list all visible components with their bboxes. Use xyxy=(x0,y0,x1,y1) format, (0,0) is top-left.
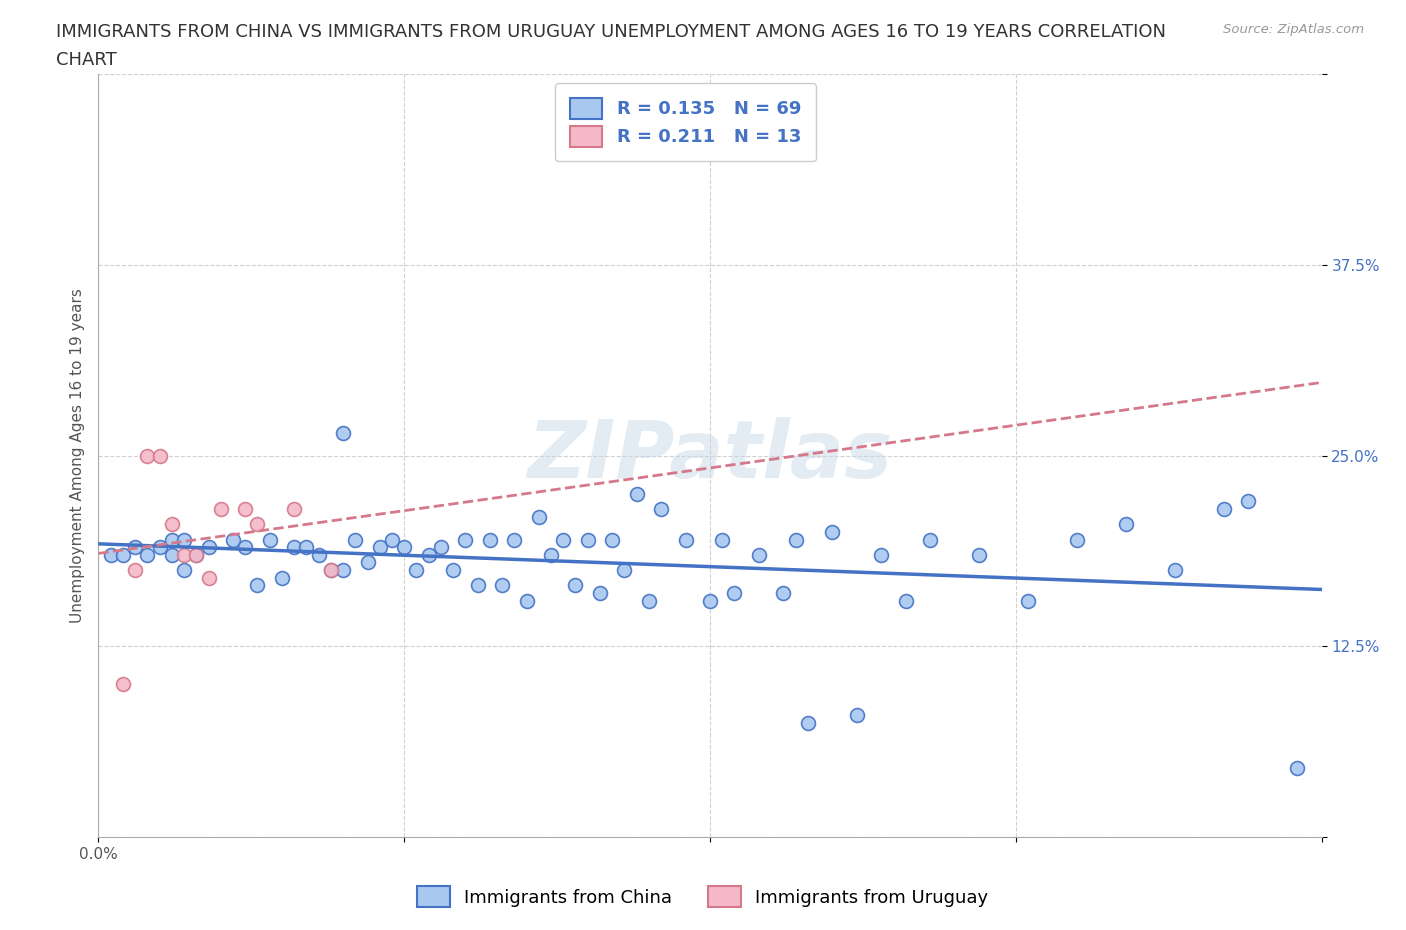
Point xyxy=(637,593,661,608)
Point xyxy=(553,532,575,547)
Point xyxy=(381,532,404,547)
Point xyxy=(332,425,354,440)
Point xyxy=(564,578,586,592)
Point xyxy=(124,563,146,578)
Point xyxy=(650,501,672,516)
Point xyxy=(186,548,208,563)
Point xyxy=(259,532,281,547)
Text: Source: ZipAtlas.com: Source: ZipAtlas.com xyxy=(1223,23,1364,36)
Point xyxy=(1017,593,1039,608)
Point xyxy=(149,448,172,463)
Point xyxy=(246,517,269,532)
Point xyxy=(136,548,159,563)
Point xyxy=(1212,501,1234,516)
Point xyxy=(405,563,427,578)
Point xyxy=(368,539,391,554)
Point xyxy=(246,578,269,592)
Point xyxy=(319,563,342,578)
Point xyxy=(600,532,623,547)
Point xyxy=(430,539,453,554)
Point xyxy=(454,532,477,547)
Point xyxy=(785,532,807,547)
Point xyxy=(233,501,256,516)
Point xyxy=(173,532,195,547)
Point xyxy=(613,563,636,578)
Point xyxy=(675,532,697,547)
Point xyxy=(295,539,318,554)
Point xyxy=(920,532,942,547)
Point xyxy=(319,563,342,578)
Point xyxy=(332,563,354,578)
Point xyxy=(197,570,219,585)
Point xyxy=(515,593,537,608)
Text: ZIPatlas: ZIPatlas xyxy=(527,417,893,495)
Point xyxy=(589,586,612,601)
Point xyxy=(186,548,208,563)
Point xyxy=(441,563,464,578)
Point xyxy=(626,486,648,501)
Point xyxy=(222,532,245,547)
Point xyxy=(540,548,562,563)
Point xyxy=(491,578,513,592)
Point xyxy=(772,586,794,601)
Point xyxy=(124,539,146,554)
Point xyxy=(283,501,305,516)
Point xyxy=(821,525,844,539)
Point xyxy=(160,532,183,547)
Point xyxy=(111,677,134,692)
Point xyxy=(467,578,489,592)
Point xyxy=(233,539,256,554)
Text: CHART: CHART xyxy=(56,51,117,69)
Point xyxy=(478,532,501,547)
Point xyxy=(209,501,232,516)
Point xyxy=(160,517,183,532)
Point xyxy=(527,510,550,525)
Point xyxy=(1164,563,1187,578)
Legend: Immigrants from China, Immigrants from Uruguay: Immigrants from China, Immigrants from U… xyxy=(408,877,998,916)
Point xyxy=(1066,532,1088,547)
Point xyxy=(1237,494,1260,509)
Point xyxy=(308,548,330,563)
Point xyxy=(1115,517,1137,532)
Point xyxy=(392,539,416,554)
Point xyxy=(160,548,183,563)
Point xyxy=(699,593,721,608)
Legend: R = 0.135   N = 69, R = 0.211   N = 13: R = 0.135 N = 69, R = 0.211 N = 13 xyxy=(555,84,815,161)
Point xyxy=(723,586,745,601)
Y-axis label: Unemployment Among Ages 16 to 19 years: Unemployment Among Ages 16 to 19 years xyxy=(69,288,84,623)
Point xyxy=(149,539,172,554)
Point xyxy=(283,539,305,554)
Point xyxy=(576,532,599,547)
Point xyxy=(418,548,440,563)
Point xyxy=(894,593,917,608)
Point xyxy=(748,548,770,563)
Point xyxy=(967,548,990,563)
Point xyxy=(344,532,367,547)
Point xyxy=(1286,761,1309,776)
Text: IMMIGRANTS FROM CHINA VS IMMIGRANTS FROM URUGUAY UNEMPLOYMENT AMONG AGES 16 TO 1: IMMIGRANTS FROM CHINA VS IMMIGRANTS FROM… xyxy=(56,23,1166,41)
Point xyxy=(100,548,122,563)
Point xyxy=(111,548,134,563)
Point xyxy=(870,548,893,563)
Point xyxy=(503,532,526,547)
Point xyxy=(797,715,820,730)
Point xyxy=(270,570,294,585)
Point xyxy=(356,555,378,570)
Point xyxy=(845,708,868,723)
Point xyxy=(136,448,159,463)
Point xyxy=(173,548,195,563)
Point xyxy=(173,563,195,578)
Point xyxy=(197,539,219,554)
Point xyxy=(711,532,734,547)
